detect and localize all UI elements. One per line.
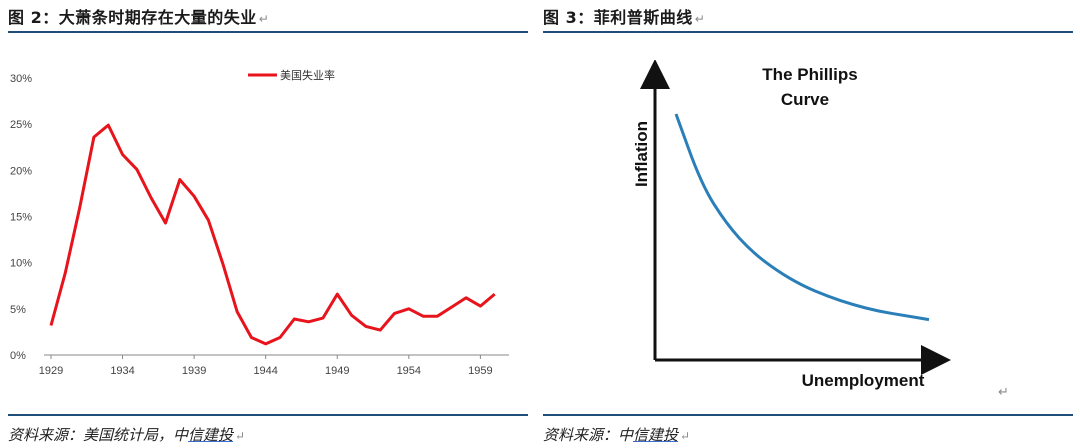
x-tick-label: 1934 xyxy=(110,365,134,377)
return-mark: ↵ xyxy=(694,12,706,26)
y-axis-label: Inflation xyxy=(632,121,651,187)
figure-3-top-rule xyxy=(543,31,1073,33)
return-mark: ↵ xyxy=(998,384,1009,399)
y-tick-label: 30% xyxy=(10,73,32,85)
return-mark: ↵ xyxy=(680,429,691,443)
y-tick-label: 15% xyxy=(10,212,32,224)
figure-2-source-link[interactable]: 信建投 xyxy=(188,426,234,444)
phillips-curve-chart: The Phillips Curve Inflation Unemploymen… xyxy=(632,60,951,390)
unemployment-series-line xyxy=(49,123,496,346)
figure-2-source-text: 资料来源：美国统计局，中 xyxy=(8,426,189,444)
phillips-curve-line xyxy=(674,113,930,322)
figure-3-source-link[interactable]: 信建投 xyxy=(633,426,679,444)
chart-title-line-1: The Phillips xyxy=(762,65,857,84)
y-tick-label: 0% xyxy=(10,350,26,362)
figure-3-title: 图 3：菲利普斯曲线 ↵ xyxy=(543,4,705,28)
figure-2-top-rule xyxy=(8,31,528,33)
y-tick-label: 25% xyxy=(10,119,32,131)
x-tick-label: 1939 xyxy=(182,365,206,377)
figure-2-title: 图 2：大萧条时期存在大量的失业 ↵ xyxy=(8,4,269,28)
legend-label: 美国失业率 xyxy=(280,68,335,82)
figure-2-bottom-rule xyxy=(8,414,528,416)
figure-2-source: 资料来源：美国统计局，中信建投 ↵ xyxy=(8,424,245,445)
y-tick-label: 10% xyxy=(10,258,32,270)
figure-2-title-text: 图 2：大萧条时期存在大量的失业 xyxy=(8,8,257,27)
figure-3-bottom-rule xyxy=(543,414,1073,416)
x-axis-label: Unemployment xyxy=(802,371,925,390)
y-tick-label: 20% xyxy=(10,165,32,177)
return-mark: ↵ xyxy=(258,12,270,26)
x-tick-label: 1929 xyxy=(39,365,63,377)
unemployment-line-chart: 0% 5% 10% 15% 20% 25% 30% 1929 1934 1939 1944 1949… xyxy=(10,68,509,377)
figure-3-source: 资料来源：中信建投 ↵ xyxy=(543,424,690,445)
figure-3-title-text: 图 3：菲利普斯曲线 xyxy=(543,8,693,27)
x-tick-label: 1949 xyxy=(325,365,349,377)
x-tick-label: 1954 xyxy=(397,365,421,377)
y-tick-label: 5% xyxy=(10,304,26,316)
x-tick-label: 1944 xyxy=(253,365,277,377)
chart-title-line-2: Curve xyxy=(781,90,829,109)
figure-3-source-text: 资料来源：中 xyxy=(543,426,634,444)
x-tick-label: 1959 xyxy=(468,365,492,377)
return-mark: ↵ xyxy=(235,429,246,443)
